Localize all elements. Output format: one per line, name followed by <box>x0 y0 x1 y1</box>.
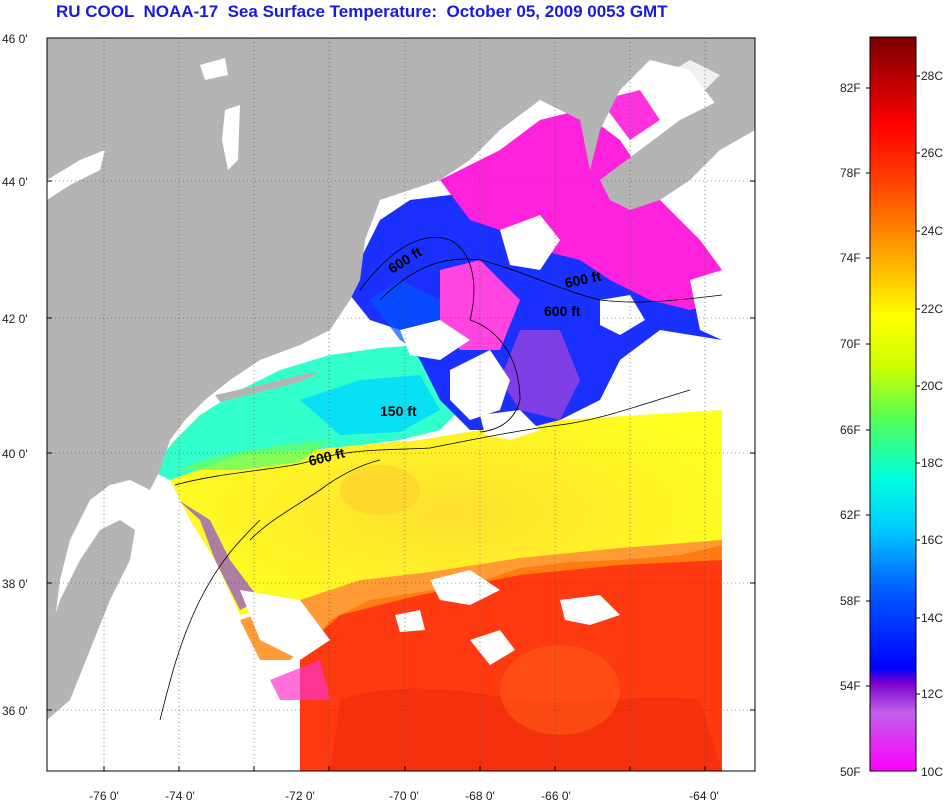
contour-label: 600 ft <box>563 268 602 291</box>
colorbar-c-label: 28C <box>921 69 943 83</box>
colorbar-f-label: 70F <box>840 337 861 351</box>
lat-label: 46 0' <box>2 32 28 46</box>
sst-field <box>47 38 755 771</box>
lon-label: -72 0' <box>285 789 315 803</box>
colorbar-c-label: 18C <box>921 456 943 470</box>
slope-water-region <box>170 410 722 615</box>
land-mass <box>47 38 755 640</box>
colorbar-f-label: 62F <box>840 508 861 522</box>
lat-label: 36 0' <box>2 704 28 718</box>
colorbar-f-label: 50F <box>840 765 861 779</box>
colorbar-c-label: 24C <box>921 224 943 238</box>
colorbar-c-label: 20C <box>921 379 943 393</box>
map-title: RU COOL NOAA-17 Sea Surface Temperature:… <box>56 2 668 21</box>
lat-label: 38 0' <box>2 577 28 591</box>
lon-label: -70 0' <box>389 789 419 803</box>
lat-label: 40 0' <box>2 447 28 461</box>
colorbar-f-label: 74F <box>840 251 861 265</box>
colorbar-f-label: 82F <box>840 81 861 95</box>
colorbar-c-label: 16C <box>921 533 943 547</box>
colorbar-c-label: 22C <box>921 302 943 316</box>
colorbar-c-label: 12C <box>921 687 943 701</box>
colorbar-f-label: 58F <box>840 594 861 608</box>
bathymetry-contours <box>159 237 723 721</box>
lat-label: 42 0' <box>2 312 28 326</box>
contour-label: 600 ft <box>544 303 581 319</box>
map-frame <box>46 37 756 772</box>
colorbar-c-label: 14C <box>921 611 943 625</box>
frame-ticks <box>47 180 755 771</box>
colorbar-f-label: 66F <box>840 423 861 437</box>
colorbar-c-label: 26C <box>921 146 943 160</box>
contour-label: 150 ft <box>380 403 417 419</box>
cold-water-patch <box>440 110 722 310</box>
colorbar <box>869 36 917 772</box>
colorbar-ticks <box>866 75 920 695</box>
colorbar-f-label: 78F <box>840 166 861 180</box>
lon-label: -76 0' <box>89 789 119 803</box>
colorbar-c-label: 10C <box>921 765 943 779</box>
lat-label: 44 0' <box>2 175 28 189</box>
lon-label: -74 0' <box>165 789 195 803</box>
colorbar-f-label: 54F <box>840 679 861 693</box>
